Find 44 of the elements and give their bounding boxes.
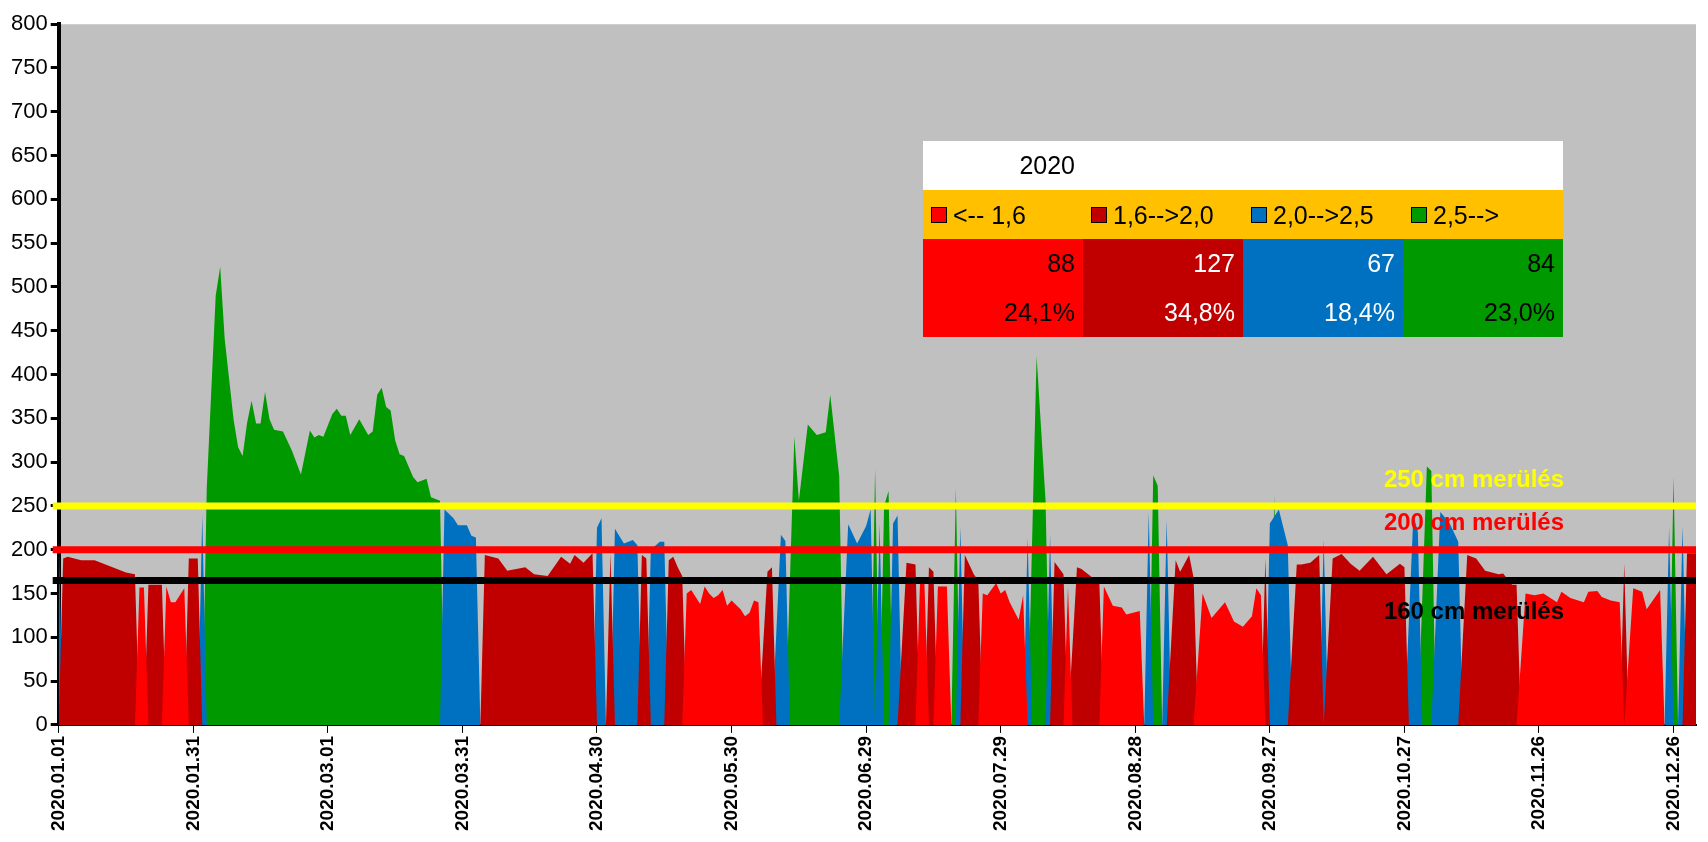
legend-title: 2020 [923, 141, 1083, 191]
y-tick-label: 550 [10, 229, 48, 255]
annotation: 34,8% [1083, 288, 1243, 338]
y-tick-label: 700 [10, 97, 48, 123]
annotation: 23,0% [1403, 288, 1563, 338]
y-tick-label: 400 [10, 360, 48, 386]
legend-label: 2,0-->2,5 [1273, 199, 1374, 231]
ref-line-label: 250 cm merülés [1383, 464, 1564, 492]
y-tick-label: 0 [35, 710, 48, 736]
y-tick-label: 800 [10, 10, 48, 36]
y-tick-label: 450 [10, 316, 48, 342]
x-tick-label: 2020.11.26 [1527, 735, 1549, 830]
x-tick-label: 2020.03.01 [316, 735, 338, 831]
x-tick-label: 2020.05.30 [719, 735, 741, 831]
x-tick-label: 2020.09.27 [1258, 735, 1280, 831]
x-tick-label: 2020.04.30 [585, 735, 607, 831]
y-tick-label: 100 [10, 623, 48, 649]
annotation: 84 [1403, 239, 1563, 289]
x-tick-label: 2020.08.28 [1123, 735, 1145, 831]
x-tick-label: 2020.01.31 [181, 735, 203, 831]
y-tick-label: 50 [23, 667, 48, 693]
annotation: 67 [1243, 239, 1403, 289]
x-tick-label: 2020.06.29 [854, 735, 876, 831]
y-tick-label: 150 [10, 579, 48, 605]
legend-label: 2,5--> [1433, 199, 1500, 231]
y-tick-label: 650 [10, 141, 48, 167]
annotation: 127 [1083, 239, 1243, 289]
y-tick-label: 600 [10, 185, 48, 211]
annotation: 88 [923, 239, 1083, 289]
y-tick-label: 750 [10, 54, 48, 80]
legend-label: <-- 1,6 [953, 199, 1026, 231]
y-tick-label: 350 [10, 404, 48, 430]
x-tick-label: 2020.10.27 [1392, 735, 1414, 831]
x-tick-label: 2020.12.26 [1661, 735, 1683, 831]
x-tick-label: 2020.07.29 [988, 735, 1010, 831]
y-tick-label: 500 [10, 273, 48, 299]
y-tick-label: 300 [10, 448, 48, 474]
y-tick-label: 200 [10, 535, 48, 561]
y-tick-label: 250 [10, 492, 48, 517]
annotation: 24,1% [923, 288, 1083, 338]
x-tick-label: 2020.01.01 [46, 735, 68, 831]
x-tick-label: 2020.03.31 [450, 735, 472, 831]
annotation: 18,4% [1243, 288, 1403, 338]
legend-label: 1,6-->2,0 [1113, 199, 1214, 231]
